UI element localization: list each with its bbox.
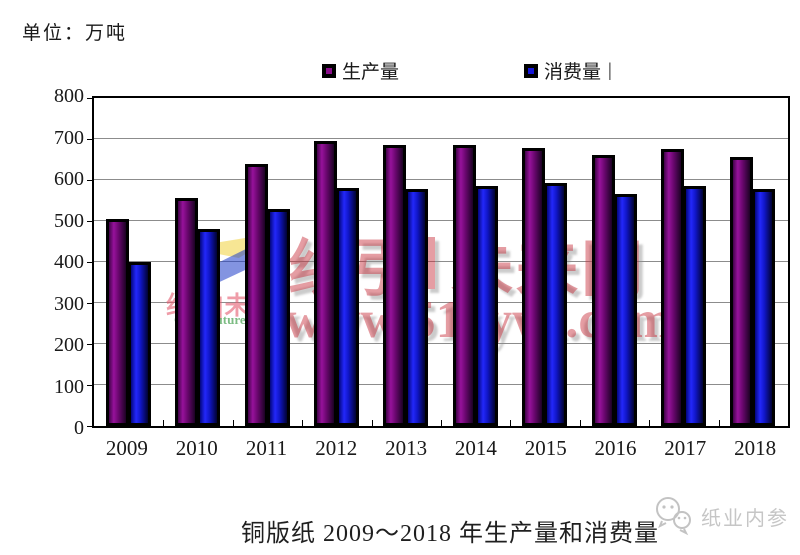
bar-consumption-2010	[197, 228, 221, 426]
bar-consumption-2016	[613, 194, 637, 426]
y-axis-tick-label: 300	[54, 292, 84, 315]
y-axis-tick	[87, 98, 92, 99]
gridline	[94, 302, 788, 303]
bar-production-2010	[175, 198, 199, 426]
legend-item-production: 生产量	[322, 57, 399, 84]
legend-label-consumption: 消费量	[544, 62, 602, 83]
bar-production-2015	[522, 148, 546, 426]
x-axis-tick-label: 2014	[454, 436, 497, 460]
x-axis-tick	[649, 420, 651, 426]
bar-consumption-2009	[127, 262, 151, 426]
bar-consumption-2018	[752, 189, 776, 426]
plot-area: 纸引|未来 Guide future 纸引未来网 www.51zywl.com	[87, 96, 790, 428]
bar-consumption-2014	[474, 185, 498, 426]
y-axis-tick	[87, 426, 92, 427]
x-axis-tick-label: 2013	[385, 436, 428, 460]
y-axis-tick-label: 400	[54, 251, 84, 273]
y-axis-tick	[87, 180, 92, 181]
x-axis-tick	[232, 420, 234, 426]
brand-name: 纸业内参	[701, 508, 789, 530]
bar-consumption-2017	[682, 185, 706, 426]
unit-label: 单位：万吨	[22, 23, 128, 44]
text-cursor: |	[608, 59, 612, 81]
y-axis-tick-label: 200	[54, 334, 84, 356]
x-axis-tick-label: 2017	[664, 436, 707, 460]
x-axis-tick-label: 2010	[175, 436, 218, 460]
gridline	[94, 261, 788, 262]
bar-production-2014	[452, 144, 476, 426]
legend-label-production: 生产量	[342, 62, 400, 83]
chart-title: 铜版纸 2009～2018 年生产量和消费量	[241, 521, 659, 547]
bar-consumption-2011	[266, 208, 290, 426]
x-axis-tick	[441, 420, 442, 426]
x-axis-tick	[163, 420, 165, 426]
x-axis-tick-label: 2009	[105, 436, 148, 460]
y-axis-tick	[87, 221, 92, 222]
y-axis-tick-label: 100	[54, 375, 84, 398]
y-axis-labels: 0 100 200 300 400 500 600 700 800	[0, 85, 84, 439]
y-axis-tick-label: 800	[54, 85, 84, 107]
y-axis-tick	[87, 385, 92, 386]
x-axis-tick	[718, 420, 720, 426]
production-swatch-icon	[322, 63, 336, 78]
bar-production-2017	[660, 149, 684, 426]
legend: 生产量 消费量 |	[322, 57, 612, 84]
brand-badge: 纸业内参	[652, 496, 789, 536]
bar-production-2013	[383, 145, 407, 426]
x-axis-tick-label: 2018	[734, 436, 777, 460]
gridline	[94, 384, 788, 385]
y-axis-tick-label: 0	[74, 417, 84, 439]
x-axis-tick-label: 2011	[245, 436, 288, 460]
wechat-icon	[656, 497, 691, 536]
bar-production-2011	[244, 163, 268, 426]
gridline	[94, 179, 788, 180]
legend-item-consumption: 消费量 |	[524, 57, 612, 84]
bar-production-2012	[313, 141, 337, 426]
gridline	[94, 343, 788, 344]
y-axis-tick-label: 700	[54, 126, 84, 149]
x-axis-labels: 2009 2010 2011 2012 2013 2014 2015 2016 2017 2018	[92, 436, 790, 462]
bar-consumption-2015	[544, 182, 568, 426]
bar-production-2016	[591, 154, 615, 426]
y-axis-tick-label: 600	[54, 168, 84, 190]
y-axis-tick	[87, 139, 92, 140]
y-axis-tick-label: 500	[54, 209, 84, 232]
bar-production-2018	[730, 157, 754, 426]
y-axis-tick	[87, 303, 92, 304]
gridline	[94, 220, 788, 221]
gridline	[94, 138, 788, 139]
x-axis-tick-label: 2015	[524, 436, 567, 460]
bar-consumption-2013	[405, 189, 429, 426]
x-axis-tick-label: 2016	[594, 436, 637, 460]
x-axis-tick	[579, 420, 581, 426]
x-axis-tick	[510, 420, 512, 426]
consumption-swatch-icon	[524, 63, 539, 78]
bar-consumption-2012	[335, 188, 359, 426]
y-axis-tick	[87, 344, 92, 345]
x-axis-tick	[371, 420, 373, 426]
x-axis-tick	[302, 420, 304, 426]
y-axis-tick	[87, 262, 92, 263]
x-axis-tick-label: 2012	[315, 436, 358, 460]
bar-production-2009	[105, 218, 129, 426]
